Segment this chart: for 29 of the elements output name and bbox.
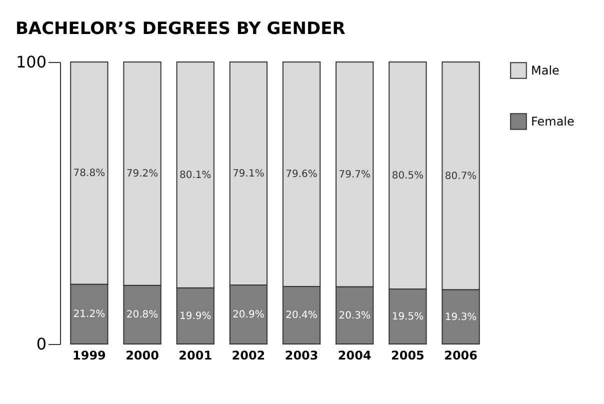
x-tick-label: 1999 <box>72 348 106 362</box>
data-label: 21.2% <box>73 309 106 320</box>
data-label: 19.5% <box>392 312 424 323</box>
data-label: 20.9% <box>232 310 264 321</box>
data-label: 80.1% <box>179 170 212 181</box>
x-tick-label: 2002 <box>232 348 266 362</box>
x-tick-label: 2000 <box>126 348 159 362</box>
legend-label: Male <box>531 64 560 78</box>
data-label: 79.2% <box>126 168 158 180</box>
data-label: 20.8% <box>126 310 158 321</box>
x-tick-label: 2001 <box>178 348 212 362</box>
x-tick-label: 2004 <box>338 348 372 362</box>
data-label: 79.6% <box>286 169 318 180</box>
data-label: 80.5% <box>392 170 424 182</box>
x-tick-label: 2005 <box>391 348 424 362</box>
data-label: 78.8% <box>73 168 106 180</box>
y-tick-label: 0 <box>36 334 46 354</box>
data-label: 79.1% <box>232 168 264 180</box>
y-tick-label: 100 <box>16 52 46 72</box>
data-label: 19.9% <box>179 310 212 322</box>
data-label: 79.7% <box>338 169 371 180</box>
data-label: 80.7% <box>444 170 477 182</box>
data-label: 20.4% <box>286 310 318 322</box>
chart-title: BACHELOR’S DEGREES BY GENDER <box>15 19 346 39</box>
legend-label: Female <box>531 114 574 128</box>
x-tick-label: 2003 <box>284 348 318 362</box>
data-label: 20.3% <box>338 310 371 322</box>
x-tick-label: 2006 <box>444 348 478 362</box>
data-label: 19.3% <box>444 312 477 323</box>
